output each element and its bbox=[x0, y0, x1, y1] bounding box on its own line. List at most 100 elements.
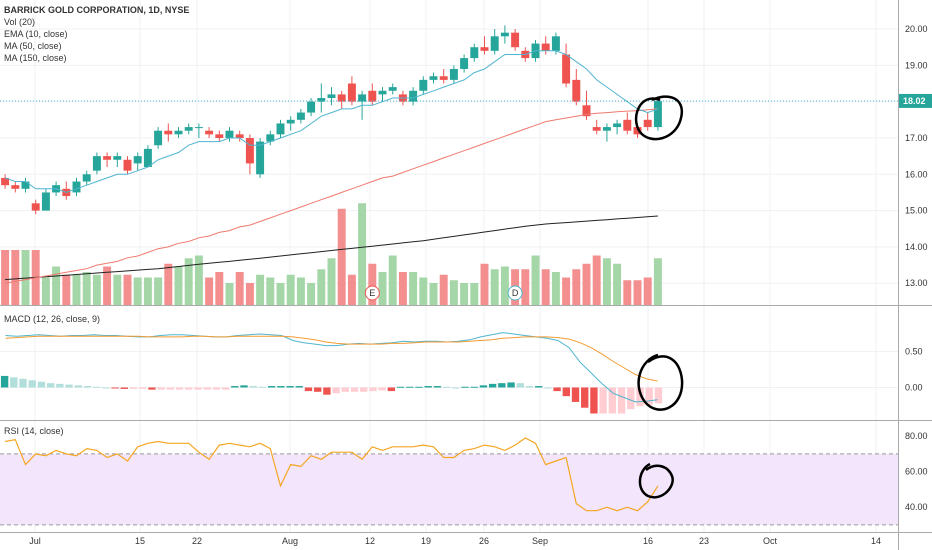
x-tick-label: Jul bbox=[29, 536, 41, 546]
volume-bar bbox=[470, 283, 479, 305]
volume-bar bbox=[572, 269, 581, 305]
volume-bar bbox=[327, 258, 336, 305]
candle-body bbox=[72, 181, 81, 193]
study-vol: Vol (20) bbox=[4, 17, 36, 27]
rsi-tick-label: 80.00 bbox=[905, 431, 928, 441]
candle-body bbox=[602, 127, 611, 131]
x-tick-label: Aug bbox=[282, 536, 298, 546]
macd-histogram-bar bbox=[396, 386, 405, 388]
volume-bar bbox=[184, 258, 193, 305]
x-tick-label: 26 bbox=[479, 536, 489, 546]
macd-histogram-bar bbox=[488, 383, 497, 388]
candle-body bbox=[470, 47, 479, 59]
event-marker-label: E bbox=[369, 288, 375, 298]
macd-histogram-bar bbox=[221, 387, 230, 390]
volume-bar bbox=[388, 255, 397, 305]
volume-bar bbox=[551, 272, 560, 305]
candle-body bbox=[368, 90, 377, 102]
volume-bar bbox=[439, 274, 448, 305]
macd-histogram-bar bbox=[277, 386, 285, 388]
ma150-line bbox=[5, 215, 658, 281]
macd-legend: MACD (12, 26, close, 9) bbox=[4, 313, 100, 325]
volume-bar bbox=[11, 250, 20, 305]
event-marker-label: D bbox=[512, 288, 519, 298]
candle-body bbox=[41, 192, 50, 211]
volume-bar bbox=[449, 280, 458, 305]
volume-bar bbox=[174, 266, 183, 305]
volume-bar bbox=[633, 280, 642, 305]
macd-histogram-bar bbox=[120, 387, 128, 389]
macd-histogram-bar bbox=[111, 387, 119, 389]
volume-bar bbox=[52, 266, 61, 305]
x-tick-label: Sep bbox=[532, 536, 548, 546]
macd-histogram-bar bbox=[645, 387, 653, 405]
volume-bar bbox=[235, 272, 244, 305]
macd-histogram-bar bbox=[470, 386, 478, 388]
candle-body bbox=[643, 119, 652, 128]
last-price-label: 18.02 bbox=[903, 96, 926, 106]
volume-bar bbox=[317, 269, 326, 305]
moving-averages bbox=[4, 50, 659, 284]
event-marker bbox=[364, 285, 380, 301]
candle-body bbox=[92, 156, 101, 171]
ema10-line bbox=[4, 50, 659, 193]
volume-bar bbox=[347, 274, 356, 305]
candle-body bbox=[194, 127, 203, 129]
macd-histogram-bar bbox=[617, 387, 626, 414]
candle-body bbox=[409, 90, 418, 102]
volume-bar bbox=[1, 250, 10, 305]
ma50-line bbox=[5, 108, 658, 284]
volume-bar bbox=[82, 272, 91, 305]
volume-bar bbox=[103, 266, 112, 305]
macd-histogram-bar bbox=[654, 387, 663, 404]
macd-histogram-bar bbox=[240, 385, 248, 388]
macd-histogram-bar bbox=[350, 387, 359, 392]
volume-bar bbox=[398, 272, 407, 305]
x-tick-label: 22 bbox=[192, 536, 202, 546]
volume-bar bbox=[480, 263, 489, 305]
macd-histogram-bar bbox=[590, 387, 598, 414]
candle-body bbox=[164, 130, 173, 135]
macd-histogram-bar bbox=[166, 387, 175, 390]
volume-bar bbox=[541, 269, 550, 305]
volume-bar bbox=[21, 250, 30, 305]
grid-lines bbox=[0, 0, 898, 532]
candle-body bbox=[633, 127, 642, 135]
candle-body bbox=[613, 123, 622, 128]
candle-body bbox=[541, 43, 550, 51]
volume-bar bbox=[286, 274, 295, 305]
volume-bar bbox=[133, 277, 142, 305]
volume-bar bbox=[62, 274, 71, 305]
x-tick-label: 16 bbox=[643, 536, 653, 546]
macd-histogram-bar bbox=[525, 386, 534, 388]
macd-histogram-bar bbox=[249, 386, 257, 388]
macd-histogram-bar bbox=[185, 387, 193, 390]
candle-body bbox=[256, 141, 265, 175]
macd-line bbox=[5, 332, 658, 403]
candle-body bbox=[358, 94, 367, 102]
volume-bar bbox=[653, 258, 662, 305]
macd-histogram-bar bbox=[0, 375, 9, 388]
volume-bar bbox=[276, 283, 285, 305]
volume-bar bbox=[419, 277, 428, 305]
volume-bar bbox=[358, 203, 367, 305]
candle-body bbox=[133, 156, 142, 164]
signal-line bbox=[5, 335, 658, 382]
macd-histogram-bar bbox=[83, 386, 92, 388]
candle-body bbox=[286, 119, 295, 124]
hand-circle-rsi bbox=[638, 462, 674, 499]
macd-histogram-bar bbox=[286, 386, 294, 388]
macd-histogram-bar bbox=[406, 386, 414, 388]
volume-bar bbox=[337, 208, 346, 305]
macd-histogram-bar bbox=[295, 386, 303, 388]
study-ma50: MA (50, close) bbox=[4, 41, 62, 51]
candle-body bbox=[154, 130, 163, 146]
candle-body bbox=[592, 127, 601, 131]
candle-body bbox=[266, 134, 275, 142]
candle-body bbox=[419, 79, 428, 91]
candle-body bbox=[378, 90, 387, 95]
volume-bar bbox=[490, 269, 499, 305]
macd-histogram-bar bbox=[28, 380, 36, 388]
macd-histogram-bar bbox=[212, 387, 221, 390]
